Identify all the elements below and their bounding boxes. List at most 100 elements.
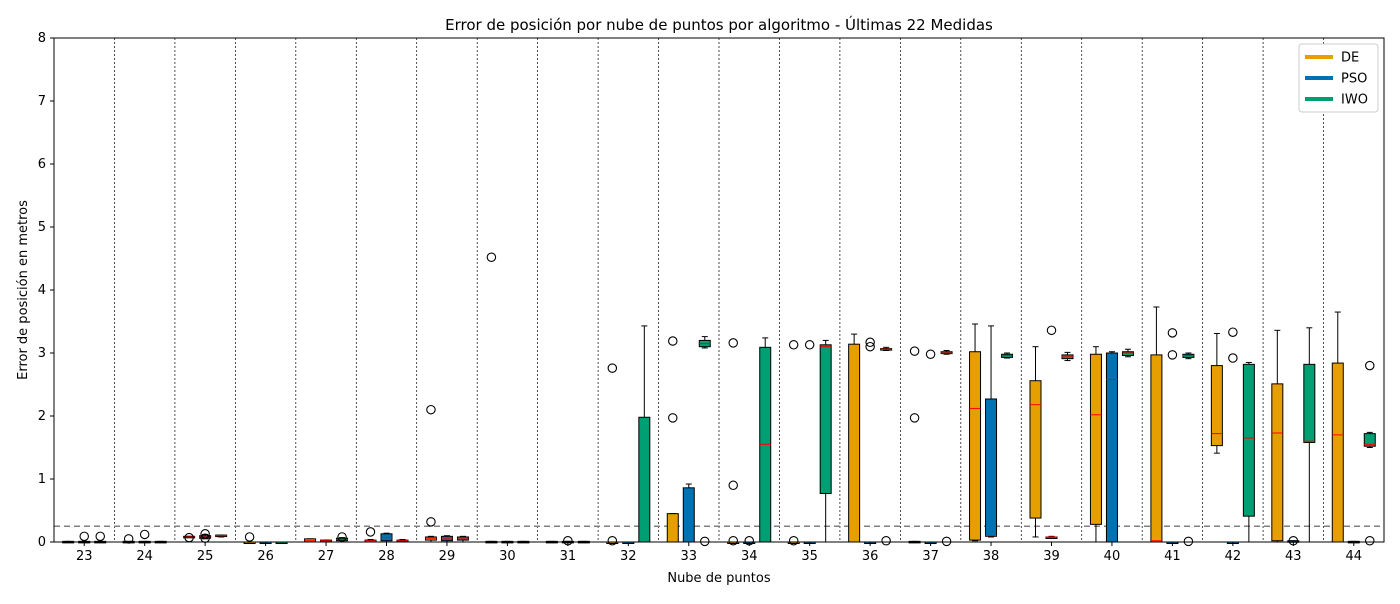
x-tick-label: 29: [439, 549, 456, 564]
box-body: [682, 487, 695, 543]
outlier-point: [337, 532, 347, 542]
x-tick-label: 32: [620, 549, 637, 564]
box-de-33: [666, 336, 679, 543]
box-pso-33: [682, 483, 695, 543]
box-body: [666, 513, 679, 543]
box-iwo-38: [1001, 352, 1014, 359]
box-body: [1303, 363, 1316, 443]
box-iwo-34: [759, 337, 772, 543]
outlier-point: [909, 346, 920, 356]
y-tick-label: 6: [38, 157, 46, 172]
outlier-point: [139, 529, 150, 540]
outlier-point: [668, 413, 678, 423]
y-tick-label: 4: [38, 283, 46, 298]
box-iwo-42: [1242, 361, 1255, 543]
box-body: [1150, 354, 1163, 543]
x-tick-label: 25: [197, 549, 214, 564]
box-body: [1210, 365, 1223, 447]
outlier-point: [1183, 536, 1194, 547]
outlier-point: [123, 534, 134, 544]
outlier-point: [700, 536, 710, 547]
y-tick-label: 1: [38, 472, 46, 487]
box-iwo-44: [1363, 360, 1376, 546]
box-body: [1331, 362, 1344, 543]
outlier-point: [426, 404, 436, 415]
box-pso-38: [985, 325, 998, 538]
x-tick-label: 37: [922, 549, 939, 564]
outlier-point: [881, 535, 891, 546]
y-tick-label: 0: [38, 535, 46, 550]
box-de-25: [183, 532, 196, 543]
x-tick-label: 38: [983, 549, 1000, 564]
box-body: [1242, 363, 1255, 517]
outlier-point: [1365, 360, 1375, 371]
box-de-44: [1331, 311, 1344, 543]
legend: DE PSO IWO: [1298, 43, 1379, 113]
outlier-point: [925, 349, 936, 360]
outlier-point: [865, 337, 875, 348]
box-body: [1363, 433, 1376, 447]
outlier-point: [1228, 353, 1238, 363]
x-axis-label: Nube de puntos: [667, 571, 771, 586]
box-iwo-37: [940, 349, 953, 547]
box-body: [985, 398, 998, 537]
box-pso-28: [380, 532, 393, 543]
x-tick-label: 27: [318, 549, 335, 564]
box-de-43: [1271, 329, 1284, 543]
box-pso-36: [864, 337, 877, 544]
box-body: [819, 344, 832, 494]
series-iwo: [94, 325, 1376, 547]
outlier-point: [909, 413, 920, 423]
outlier-point: [668, 336, 678, 346]
x-tick-label: 34: [741, 549, 758, 564]
box-de-36: [848, 333, 861, 543]
outlier-point: [365, 527, 376, 537]
legend-label-iwo: IWO: [1341, 93, 1368, 108]
box-iwo-41: [1182, 352, 1195, 547]
box-pso-25: [199, 529, 212, 543]
y-axis-label: Error de posición en metros: [16, 200, 31, 380]
outlier-point: [788, 535, 799, 546]
chart-title: Error de posición por nube de puntos por…: [445, 15, 993, 34]
box-de-30: [485, 252, 498, 544]
box-iwo-35: [819, 339, 832, 543]
box-pso-41: [1166, 328, 1179, 544]
box-de-41: [1150, 306, 1163, 543]
x-tick-label: 42: [1225, 549, 1242, 564]
outlier-point: [728, 480, 738, 491]
x-tick-label: 23: [76, 549, 93, 564]
box-iwo-33: [698, 336, 711, 547]
gridlines: [114, 38, 1324, 542]
y-tick-label: 7: [38, 94, 46, 109]
x-tick-label: 28: [378, 549, 395, 564]
x-tick-label: 36: [862, 549, 879, 564]
box-body: [969, 351, 982, 541]
legend-frame: [1298, 43, 1379, 113]
outlier-point: [244, 532, 255, 542]
box-pso-23: [78, 531, 91, 544]
box-iwo-36: [880, 346, 893, 546]
outlier-point: [728, 338, 738, 348]
x-tick-label: 26: [257, 549, 274, 564]
outlier-point: [79, 531, 89, 542]
box-body: [848, 343, 861, 543]
box-de-28: [364, 527, 377, 543]
outlier-point: [1228, 327, 1238, 337]
box-iwo-43: [1303, 327, 1316, 543]
outlier-point: [200, 529, 210, 539]
x-tick-label: 24: [136, 549, 153, 564]
box-body: [1029, 380, 1042, 519]
box-body: [1089, 353, 1102, 525]
box-iwo-40: [1121, 348, 1134, 358]
series-de: [62, 252, 1344, 546]
box-de-32: [606, 363, 619, 546]
x-tick-label: 43: [1285, 549, 1302, 564]
outlier-point: [728, 535, 738, 546]
box-pso-42: [1226, 327, 1239, 544]
x-tick-label: 31: [560, 549, 577, 564]
x-tick-label: 40: [1104, 549, 1121, 564]
box-de-37: [908, 346, 921, 544]
